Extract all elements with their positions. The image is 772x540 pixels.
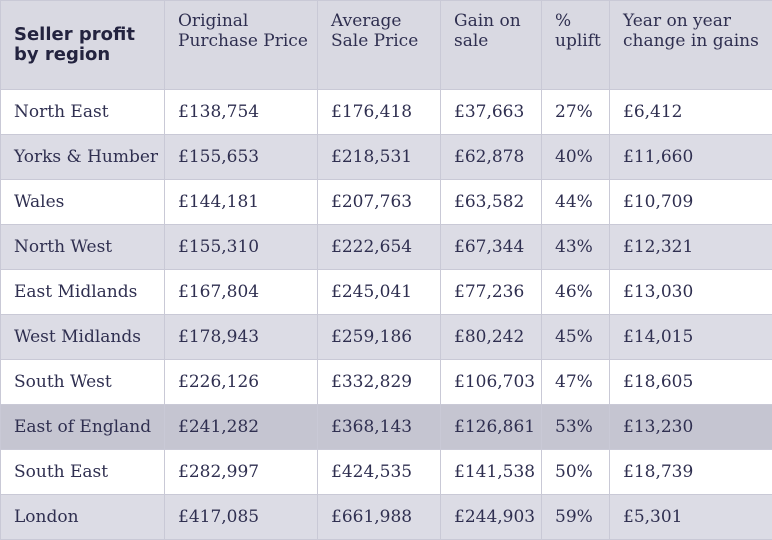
cell-yoy-change: £6,412 bbox=[610, 90, 772, 135]
cell-original-price: £138,754 bbox=[165, 90, 318, 135]
cell-sale-price: £332,829 bbox=[318, 360, 441, 405]
cell-uplift: 27% bbox=[542, 90, 610, 135]
cell-original-price: £155,310 bbox=[165, 225, 318, 270]
cell-region: North East bbox=[1, 90, 165, 135]
cell-gain: £63,582 bbox=[441, 180, 542, 225]
table-row: North East £138,754 £176,418 £37,663 27%… bbox=[1, 90, 772, 135]
table-row: Wales £144,181 £207,763 £63,582 44% £10,… bbox=[1, 180, 772, 225]
cell-yoy-change: £10,709 bbox=[610, 180, 772, 225]
cell-uplift: 50% bbox=[542, 450, 610, 495]
header-percent-uplift: % uplift bbox=[542, 1, 610, 90]
cell-sale-price: £207,763 bbox=[318, 180, 441, 225]
cell-region: South East bbox=[1, 450, 165, 495]
cell-sale-price: £218,531 bbox=[318, 135, 441, 180]
table-row: East Midlands £167,804 £245,041 £77,236 … bbox=[1, 270, 772, 315]
cell-region: West Midlands bbox=[1, 315, 165, 360]
cell-region: London bbox=[1, 495, 165, 540]
table-row: South East £282,997 £424,535 £141,538 50… bbox=[1, 450, 772, 495]
cell-uplift: 40% bbox=[542, 135, 610, 180]
cell-region: Yorks & Humber bbox=[1, 135, 165, 180]
header-gain-on-sale: Gain on sale bbox=[441, 1, 542, 90]
cell-uplift: 47% bbox=[542, 360, 610, 405]
table-row: London £417,085 £661,988 £244,903 59% £5… bbox=[1, 495, 772, 540]
cell-original-price: £226,126 bbox=[165, 360, 318, 405]
cell-sale-price: £368,143 bbox=[318, 405, 441, 450]
cell-sale-price: £661,988 bbox=[318, 495, 441, 540]
cell-uplift: 43% bbox=[542, 225, 610, 270]
cell-uplift: 53% bbox=[542, 405, 610, 450]
cell-sale-price: £259,186 bbox=[318, 315, 441, 360]
header-year-on-year-change: Year on year change in gains bbox=[610, 1, 772, 90]
cell-original-price: £417,085 bbox=[165, 495, 318, 540]
cell-uplift: 46% bbox=[542, 270, 610, 315]
cell-sale-price: £222,654 bbox=[318, 225, 441, 270]
cell-region: Wales bbox=[1, 180, 165, 225]
cell-original-price: £144,181 bbox=[165, 180, 318, 225]
header-row: Seller profit by region Original Purchas… bbox=[1, 1, 772, 90]
cell-sale-price: £424,535 bbox=[318, 450, 441, 495]
cell-yoy-change: £12,321 bbox=[610, 225, 772, 270]
table-row: North West £155,310 £222,654 £67,344 43%… bbox=[1, 225, 772, 270]
cell-gain: £77,236 bbox=[441, 270, 542, 315]
cell-gain: £80,242 bbox=[441, 315, 542, 360]
header-average-sale-price: Average Sale Price bbox=[318, 1, 441, 90]
cell-original-price: £178,943 bbox=[165, 315, 318, 360]
cell-uplift: 59% bbox=[542, 495, 610, 540]
cell-uplift: 44% bbox=[542, 180, 610, 225]
header-region: Seller profit by region bbox=[1, 1, 165, 90]
cell-sale-price: £176,418 bbox=[318, 90, 441, 135]
cell-region: South West bbox=[1, 360, 165, 405]
cell-original-price: £155,653 bbox=[165, 135, 318, 180]
table-row: South West £226,126 £332,829 £106,703 47… bbox=[1, 360, 772, 405]
cell-gain: £141,538 bbox=[441, 450, 542, 495]
cell-yoy-change: £18,605 bbox=[610, 360, 772, 405]
table-row: Yorks & Humber £155,653 £218,531 £62,878… bbox=[1, 135, 772, 180]
cell-uplift: 45% bbox=[542, 315, 610, 360]
cell-yoy-change: £5,301 bbox=[610, 495, 772, 540]
cell-sale-price: £245,041 bbox=[318, 270, 441, 315]
cell-yoy-change: £13,230 bbox=[610, 405, 772, 450]
cell-region: North West bbox=[1, 225, 165, 270]
cell-gain: £244,903 bbox=[441, 495, 542, 540]
cell-gain: £106,703 bbox=[441, 360, 542, 405]
cell-original-price: £241,282 bbox=[165, 405, 318, 450]
header-original-purchase-price: Original Purchase Price bbox=[165, 1, 318, 90]
cell-gain: £67,344 bbox=[441, 225, 542, 270]
cell-region: East of England bbox=[1, 405, 165, 450]
cell-region: East Midlands bbox=[1, 270, 165, 315]
cell-gain: £126,861 bbox=[441, 405, 542, 450]
table-row: West Midlands £178,943 £259,186 £80,242 … bbox=[1, 315, 772, 360]
cell-yoy-change: £14,015 bbox=[610, 315, 772, 360]
cell-yoy-change: £11,660 bbox=[610, 135, 772, 180]
cell-gain: £37,663 bbox=[441, 90, 542, 135]
cell-yoy-change: £13,030 bbox=[610, 270, 772, 315]
cell-original-price: £167,804 bbox=[165, 270, 318, 315]
cell-original-price: £282,997 bbox=[165, 450, 318, 495]
cell-gain: £62,878 bbox=[441, 135, 542, 180]
table-row-highlighted: East of England £241,282 £368,143 £126,8… bbox=[1, 405, 772, 450]
cell-yoy-change: £18,739 bbox=[610, 450, 772, 495]
